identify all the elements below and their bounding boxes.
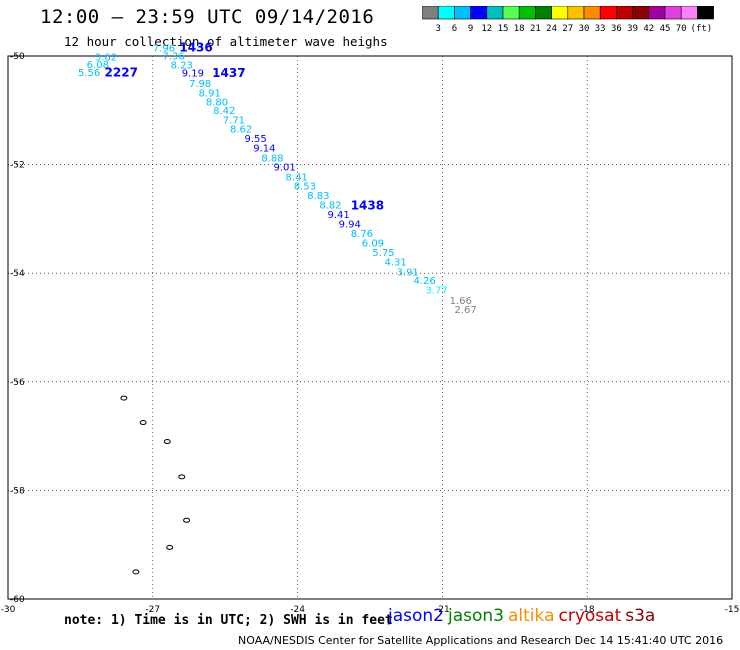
swh-point-label: 6.09 bbox=[362, 239, 384, 250]
wave-height-colorbar: 3 6 9 12 15 18 21 24 27 30 33 36 39 42 45 70 (ft) bbox=[422, 6, 714, 34]
y-tick-label: -52 bbox=[10, 161, 25, 171]
pass-number-label: 1438 bbox=[351, 199, 384, 213]
island-outline bbox=[166, 544, 174, 550]
colorbar-tick-label: 6 bbox=[452, 24, 457, 34]
colorbar-tick-label: 27 bbox=[562, 24, 573, 34]
swh-point-label: 8.42 bbox=[213, 106, 235, 117]
colorbar-tick-label: 18 bbox=[514, 24, 525, 34]
swh-point-label: 8.62 bbox=[230, 125, 252, 136]
chart-title: 12:00 – 23:59 UTC 09/14/2016 bbox=[40, 6, 375, 28]
swh-point-label: 3.62 bbox=[95, 52, 117, 63]
colorbar-tick-label: 12 bbox=[481, 24, 492, 34]
swh-point-label: 3.77 bbox=[426, 285, 448, 296]
colorbar-tick-label: 36 bbox=[611, 24, 622, 34]
y-tick-label: -54 bbox=[10, 269, 25, 279]
swh-point-label: 5.56 bbox=[78, 68, 100, 79]
swh-point-label: 9.94 bbox=[339, 220, 361, 231]
chart-subtitle: 12 hour collection of altimeter wave hei… bbox=[64, 34, 388, 49]
satellite-legend: jason2 jason3 altika cryosat s3a bbox=[388, 606, 659, 626]
island-outline bbox=[132, 569, 140, 575]
swh-point-label: 3.91 bbox=[397, 267, 419, 278]
legend-s3a: s3a bbox=[625, 606, 656, 626]
swh-point-label: 8.82 bbox=[319, 201, 341, 212]
swh-point-label: 4.26 bbox=[413, 276, 435, 287]
swh-point-label: 8.91 bbox=[199, 89, 221, 100]
swh-point-label: 8.53 bbox=[294, 182, 316, 193]
swh-point-label: 7.96 bbox=[153, 44, 175, 55]
x-tick-label: -27 bbox=[145, 605, 160, 615]
swh-point-label: 9.19 bbox=[182, 69, 204, 80]
swh-point-label: 7.36 bbox=[162, 51, 184, 62]
colorbar-tick-label: 33 bbox=[595, 24, 606, 34]
swh-point-label: 6.08 bbox=[87, 60, 109, 71]
swh-point-label: 8.88 bbox=[261, 153, 283, 164]
colorbar-tick-label: 70 bbox=[676, 24, 687, 34]
legend-cryosat: cryosat bbox=[558, 606, 622, 626]
x-tick-label: -24 bbox=[290, 605, 305, 615]
colorbar-tick-label: 30 bbox=[579, 24, 590, 34]
colorbar-swatch bbox=[697, 6, 714, 20]
island-outline bbox=[163, 439, 171, 445]
colorbar-tick-label: 24 bbox=[546, 24, 557, 34]
swh-point-label: 5.75 bbox=[372, 248, 394, 259]
pass-number-label: 1436 bbox=[179, 41, 212, 55]
island-outline bbox=[183, 517, 191, 523]
x-tick-label: -15 bbox=[725, 605, 740, 615]
legend-jason3: jason3 bbox=[448, 606, 504, 626]
swh-point-label: 9.41 bbox=[328, 210, 350, 221]
y-tick-label: -60 bbox=[10, 595, 25, 605]
colorbar-tick-label: 3 bbox=[435, 24, 440, 34]
pass-number-label: 1437 bbox=[212, 66, 245, 80]
swh-point-label: 7.98 bbox=[189, 79, 211, 90]
colorbar-tick-label: 45 bbox=[660, 24, 671, 34]
swh-point-label: 7.71 bbox=[223, 115, 245, 126]
swh-point-label: 8.76 bbox=[351, 229, 373, 240]
colorbar-tick-label: 42 bbox=[643, 24, 654, 34]
colorbar-tick-label: 9 bbox=[468, 24, 473, 34]
island-outline bbox=[139, 420, 147, 426]
swh-point-label: 9.55 bbox=[245, 134, 267, 145]
x-tick-label: -21 bbox=[435, 605, 450, 615]
swh-point-label: 2.67 bbox=[454, 305, 476, 316]
x-tick-label: -18 bbox=[580, 605, 595, 615]
island-outline bbox=[178, 474, 186, 480]
footnote: note: 1) Time is in UTC; 2) SWH is in fe… bbox=[64, 613, 393, 628]
credit-footer: NOAA/NESDIS Center for Satellite Applica… bbox=[238, 634, 724, 647]
colorbar-unit: (ft) bbox=[691, 24, 713, 34]
y-tick-label: -50 bbox=[10, 52, 25, 62]
swh-point-label: 9.01 bbox=[273, 163, 295, 174]
island-outline bbox=[120, 395, 128, 401]
swh-point-label: 8.80 bbox=[206, 97, 228, 108]
colorbar-tick-label: 15 bbox=[498, 24, 509, 34]
swh-point-label: 8.23 bbox=[171, 60, 193, 71]
colorbar-tick-label: 21 bbox=[530, 24, 541, 34]
x-tick-label: -30 bbox=[1, 605, 16, 615]
legend-altika: altika bbox=[508, 606, 555, 626]
swh-point-label: 8.41 bbox=[286, 172, 308, 183]
y-tick-label: -56 bbox=[10, 378, 25, 388]
colorbar-tick-label: 39 bbox=[627, 24, 638, 34]
legend-jason2: jason2 bbox=[388, 606, 444, 626]
swh-point-label: 8.83 bbox=[307, 191, 329, 202]
pass-number-label: 2227 bbox=[105, 66, 138, 80]
swh-point-label: 4.31 bbox=[384, 258, 406, 269]
swh-point-label: 1.66 bbox=[450, 296, 472, 307]
plot-frame bbox=[7, 55, 733, 600]
swh-point-label: 9.14 bbox=[253, 144, 275, 155]
y-tick-label: -58 bbox=[10, 486, 25, 496]
